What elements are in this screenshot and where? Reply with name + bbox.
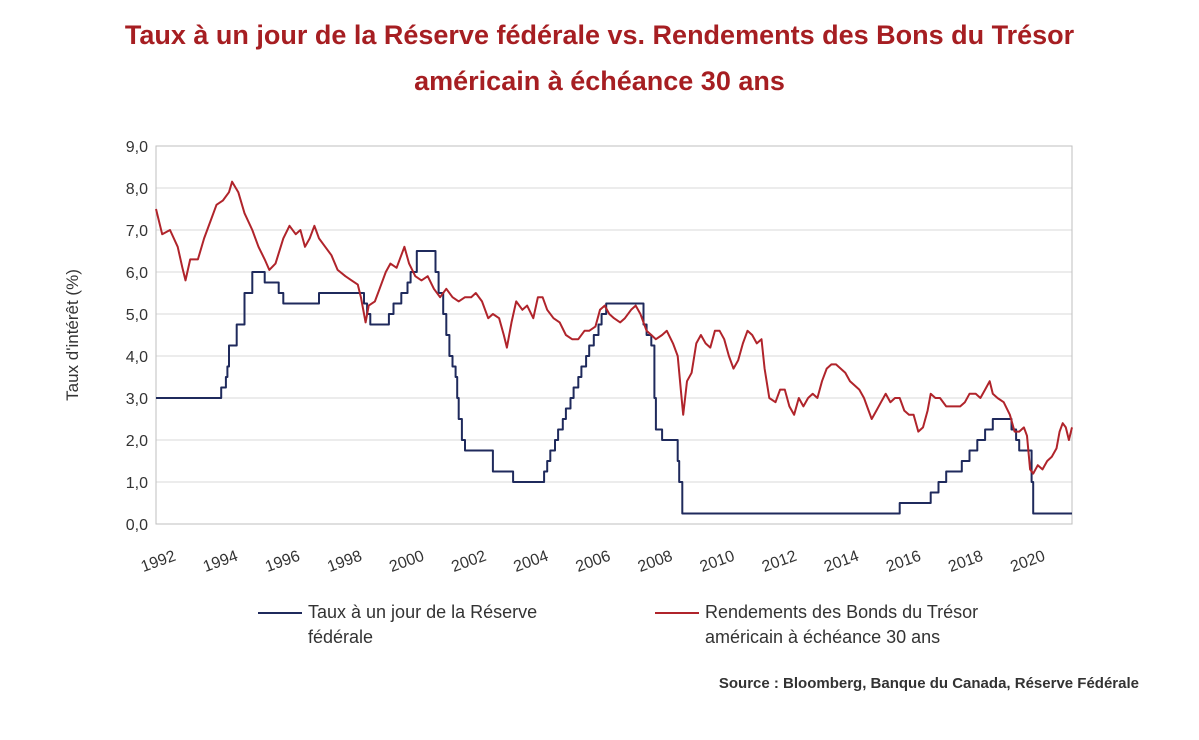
x-tick-label: 2006 <box>574 548 613 576</box>
y-tick-label: 1,0 <box>126 475 148 492</box>
legend-swatch-fed <box>258 612 302 614</box>
y-axis-label: Taux d'intérêt (%) <box>63 269 82 401</box>
y-tick-label: 5,0 <box>126 307 148 324</box>
legend-label-fed: Taux à un jour de la Réserve fédérale <box>308 602 538 647</box>
y-tick-label: 4,0 <box>126 349 148 366</box>
x-tick-label: 2014 <box>822 548 861 576</box>
fed-funds-rate-line <box>156 250 1072 515</box>
y-tick-label: 0,0 <box>126 517 148 534</box>
y-tick-label: 6,0 <box>126 265 148 282</box>
chart-title: Taux à un jour de la Réserve fédérale vs… <box>0 12 1199 104</box>
x-tick-label: 2002 <box>449 548 488 576</box>
y-tick-label: 2,0 <box>126 433 148 450</box>
x-tick-label: 2008 <box>636 548 675 576</box>
plot-area-frame <box>155 145 1073 525</box>
x-tick-label: 2012 <box>760 548 799 576</box>
x-tick-label: 1998 <box>325 548 364 576</box>
x-tick-label: 2010 <box>698 548 737 576</box>
y-tick-label: 3,0 <box>126 391 148 408</box>
y-tick-label: 9,0 <box>126 139 148 156</box>
source-note: Source : Bloomberg, Banque du Canada, Ré… <box>718 675 1139 692</box>
line-chart: 0,0 1,0 2,0 3,0 4,0 5,0 6,0 7,0 8,0 9,0 1992 1994 19… <box>63 139 1073 576</box>
x-tick-label: 2000 <box>387 548 426 576</box>
legend-label-treasury: Rendements des Bonds du Trésor américain… <box>705 602 979 647</box>
x-tick-label: 2004 <box>511 548 550 576</box>
y-tick-label: 8,0 <box>126 181 148 198</box>
x-tick-label: 2016 <box>884 548 923 576</box>
y-tick-label: 7,0 <box>126 223 148 240</box>
x-tick-label: 1994 <box>201 548 240 576</box>
x-tick-label: 1992 <box>139 548 178 576</box>
x-tick-label: 2020 <box>1008 548 1047 576</box>
x-tick-label: 1996 <box>263 548 302 576</box>
treasury-30y-yield-line <box>155 180 1073 475</box>
chart-title-line-2: américain à échéance 30 ans <box>414 66 785 96</box>
x-tick-label: 2018 <box>946 548 985 576</box>
legend-swatch-treasury <box>655 612 699 614</box>
chart-title-line-1: Taux à un jour de la Réserve fédérale vs… <box>124 20 1075 50</box>
